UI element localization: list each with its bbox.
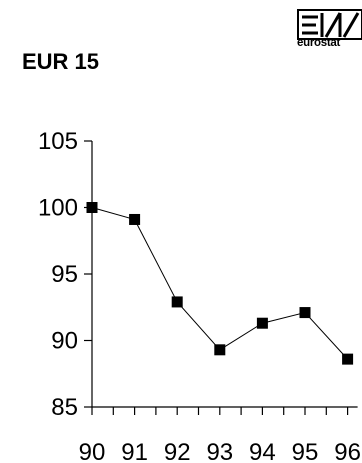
y-tick-label: 90	[51, 328, 78, 355]
data-point-marker	[86, 202, 98, 213]
x-tick-label: 93	[206, 439, 233, 463]
x-tick-label: 91	[121, 439, 148, 463]
data-point-marker	[299, 307, 311, 319]
data-point-marker	[171, 296, 183, 308]
x-tick-label: 90	[79, 439, 106, 463]
y-tick-label: 95	[51, 261, 78, 288]
x-tick-label: 95	[292, 439, 319, 463]
y-tick-label: 100	[38, 195, 78, 222]
x-tick-label: 94	[249, 439, 276, 463]
x-tick-label: 96	[334, 439, 361, 463]
chart-title: EUR 15	[22, 49, 100, 74]
data-point-marker	[342, 353, 354, 365]
chart-series	[86, 202, 354, 365]
series-line	[91, 207, 348, 360]
chart-axes	[84, 140, 358, 415]
data-point-marker	[129, 213, 141, 225]
y-tick-label: 105	[38, 128, 78, 155]
data-point-marker	[256, 317, 268, 329]
y-tick-label: 85	[51, 394, 78, 421]
x-tick-label: 92	[164, 439, 191, 463]
eurostat-logo-icon	[297, 9, 362, 40]
data-point-marker	[214, 344, 226, 356]
eurostat-logo-text: eurostat	[297, 37, 340, 49]
